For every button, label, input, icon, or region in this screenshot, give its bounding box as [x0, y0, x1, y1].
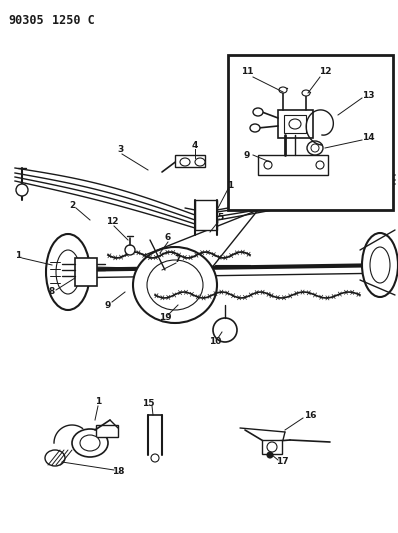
Text: 12: 12 — [319, 68, 331, 77]
Text: 14: 14 — [362, 133, 374, 142]
Ellipse shape — [279, 87, 287, 93]
Ellipse shape — [289, 119, 301, 129]
Ellipse shape — [213, 318, 237, 342]
Bar — [75, 258, 97, 286]
Text: 9: 9 — [105, 301, 111, 310]
Ellipse shape — [80, 435, 100, 451]
Ellipse shape — [151, 454, 159, 462]
Text: 18: 18 — [112, 467, 124, 477]
Ellipse shape — [302, 90, 310, 96]
Text: 1: 1 — [227, 181, 233, 190]
Ellipse shape — [195, 158, 205, 166]
Ellipse shape — [56, 250, 80, 294]
Text: 17: 17 — [276, 457, 288, 466]
Bar — [284, 115, 306, 133]
Ellipse shape — [180, 158, 190, 166]
Bar — [96, 425, 118, 437]
Text: 90305: 90305 — [8, 14, 44, 27]
Ellipse shape — [125, 245, 135, 255]
Text: 19: 19 — [159, 313, 171, 322]
Bar — [258, 155, 328, 175]
Text: 1: 1 — [15, 251, 21, 260]
Ellipse shape — [370, 247, 390, 283]
Text: 6: 6 — [165, 233, 171, 243]
Bar — [175, 155, 205, 167]
Text: 5: 5 — [217, 214, 223, 222]
Ellipse shape — [16, 184, 28, 196]
Ellipse shape — [362, 233, 398, 297]
Ellipse shape — [133, 247, 217, 323]
Ellipse shape — [316, 161, 324, 169]
Text: 13: 13 — [362, 91, 374, 100]
Ellipse shape — [253, 108, 263, 116]
Ellipse shape — [307, 141, 323, 155]
Text: 1250 C: 1250 C — [52, 14, 95, 27]
Ellipse shape — [250, 124, 260, 132]
Ellipse shape — [311, 144, 319, 152]
Ellipse shape — [72, 429, 108, 457]
Bar — [228, 55, 393, 210]
Text: 2: 2 — [69, 200, 75, 209]
Bar — [278, 110, 313, 138]
Ellipse shape — [264, 161, 272, 169]
Ellipse shape — [46, 234, 90, 310]
Bar — [195, 200, 217, 230]
Text: 1: 1 — [95, 398, 101, 407]
Ellipse shape — [267, 442, 277, 452]
Text: 3: 3 — [117, 146, 123, 155]
Text: 12: 12 — [106, 217, 118, 227]
Text: 9: 9 — [244, 150, 250, 159]
Bar — [262, 440, 282, 454]
Text: 10: 10 — [209, 337, 221, 346]
Ellipse shape — [147, 260, 203, 310]
Text: 4: 4 — [192, 141, 198, 149]
Text: 7: 7 — [175, 255, 181, 264]
Text: 11: 11 — [241, 68, 253, 77]
Text: 16: 16 — [304, 410, 316, 419]
Text: 8: 8 — [49, 287, 55, 296]
Ellipse shape — [45, 450, 65, 466]
Ellipse shape — [267, 452, 273, 458]
Text: 15: 15 — [142, 399, 154, 408]
